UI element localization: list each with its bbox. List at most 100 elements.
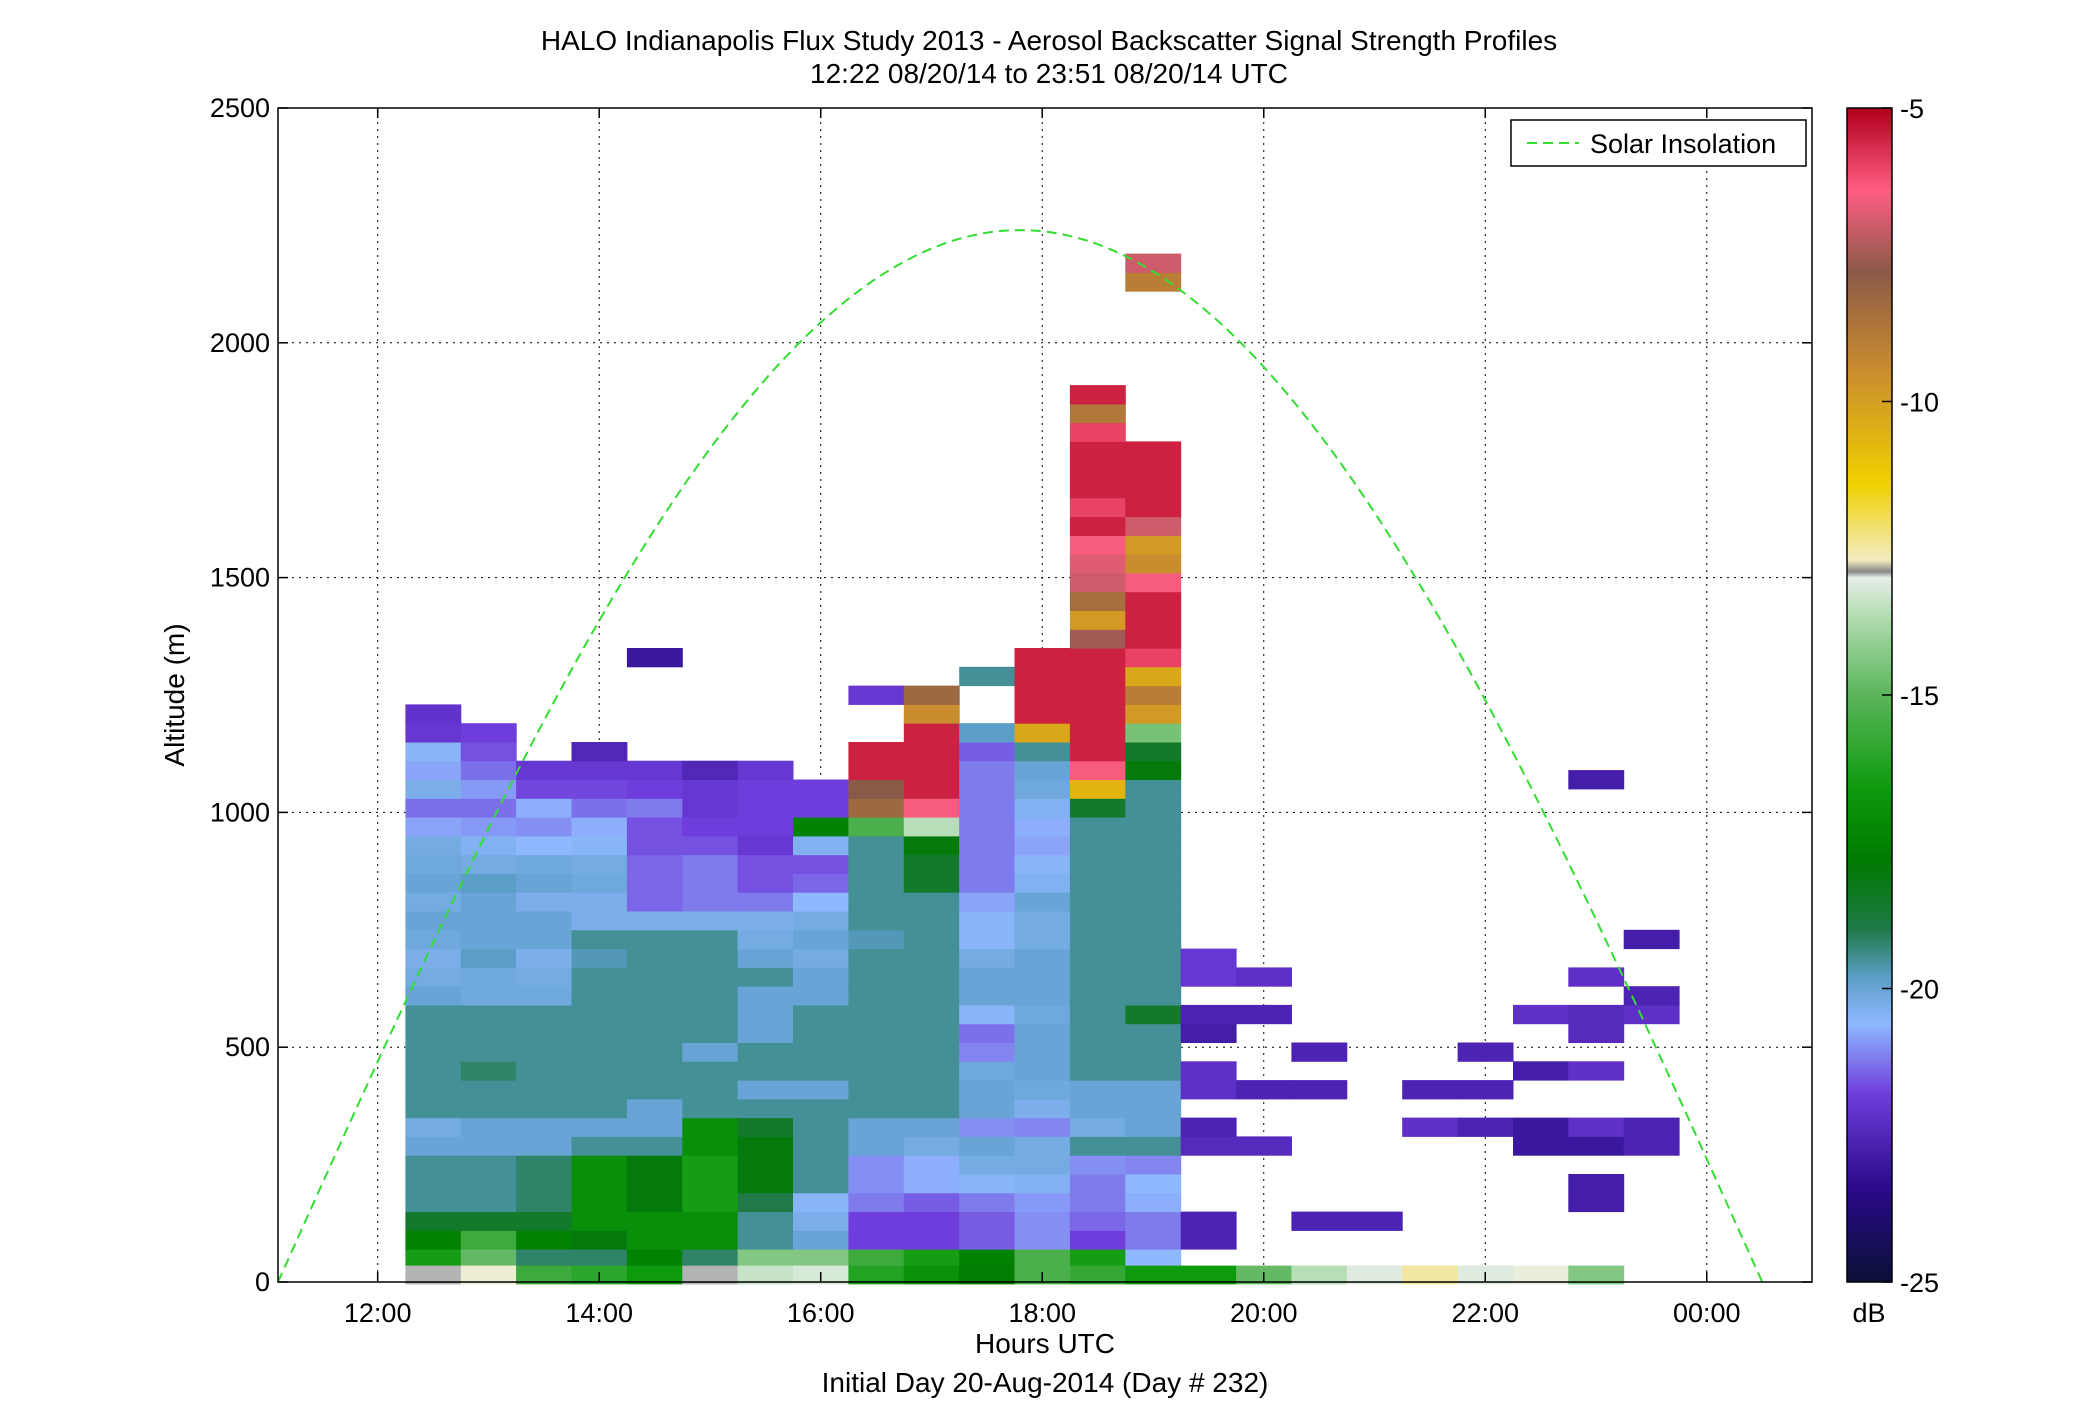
heatmap-cell [1014, 685, 1071, 705]
heatmap-cell [1069, 666, 1126, 687]
heatmap-cell [1014, 760, 1071, 780]
heatmap-cell [1069, 817, 1126, 837]
heatmap-cell [1069, 742, 1126, 762]
y-axis-label: Altitude (m) [159, 623, 190, 766]
heatmap-cell [959, 1174, 1016, 1194]
heatmap-cell [516, 892, 572, 912]
heatmap-cell [1014, 798, 1071, 818]
heatmap-cell [1014, 1080, 1071, 1100]
heatmap-cell [1457, 1042, 1514, 1062]
heatmap-cell [571, 1023, 628, 1043]
heatmap-cell [848, 854, 905, 874]
heatmap-cell [903, 685, 960, 705]
x-tick-label: 14:00 [565, 1298, 633, 1328]
heatmap-cell [793, 986, 849, 1006]
heatmap-cell [737, 1174, 794, 1194]
heatmap-cell [959, 1061, 1016, 1081]
heatmap-cell [737, 1098, 794, 1119]
heatmap-cell [516, 835, 572, 856]
surface-cell [1402, 1265, 1459, 1285]
heatmap-cell [793, 1230, 849, 1250]
heatmap-cell [682, 948, 739, 968]
heatmap-cell [1069, 1155, 1126, 1175]
x-tick-label: 18:00 [1008, 1298, 1076, 1328]
heatmap-cell [1568, 967, 1625, 987]
heatmap-cell [1069, 1004, 1126, 1025]
heatmap-cell [682, 1155, 739, 1175]
heatmap-cell [1513, 1117, 1569, 1137]
heatmap-cell [460, 1211, 517, 1231]
heatmap-cell [793, 948, 849, 968]
heatmap-cell [959, 1192, 1016, 1213]
heatmap-cell [460, 1136, 517, 1156]
heatmap-cell [793, 1117, 849, 1137]
heatmap-cell [1125, 591, 1182, 611]
heatmap-cell [903, 1004, 960, 1025]
heatmap-cell [1180, 1117, 1237, 1137]
legend: Solar Insolation [1510, 119, 1807, 167]
heatmap-cell [903, 1192, 960, 1213]
heatmap-cell [793, 1136, 849, 1156]
heatmap-cell [1014, 1192, 1071, 1213]
heatmap-cell [903, 948, 960, 968]
heatmap-cell [405, 835, 462, 856]
y-tick-label: 1000 [210, 797, 270, 827]
heatmap-cell [682, 911, 739, 931]
heatmap-cell [959, 911, 1016, 931]
colorbar-tick-label: -15 [1900, 681, 1939, 711]
heatmap-cell [626, 1042, 683, 1062]
heatmap-cell [737, 929, 794, 950]
heatmap-cell [516, 817, 572, 837]
heatmap-cell [959, 1211, 1016, 1231]
heatmap-cell [626, 1249, 683, 1269]
heatmap-cell [848, 685, 905, 705]
heatmap-cell [571, 1117, 628, 1137]
heatmap-cell [848, 1042, 905, 1062]
heatmap-cell [959, 873, 1016, 893]
heatmap-cell [460, 854, 517, 874]
surface-cell [682, 1265, 739, 1285]
surface-cell [848, 1265, 905, 1285]
heatmap-cell [516, 1080, 572, 1100]
surface-row [405, 1265, 1625, 1285]
heatmap-cell [1457, 1117, 1514, 1137]
heatmap-cell [1180, 1080, 1237, 1100]
heatmap-cell [903, 779, 960, 799]
heatmap-cell [571, 1098, 628, 1119]
heatmap-cell [1402, 1080, 1459, 1100]
heatmap-cell [737, 1192, 794, 1213]
heatmap-cell [1125, 760, 1182, 780]
heatmap-cell [959, 986, 1016, 1006]
heatmap-cell [793, 798, 849, 818]
heatmap-cell [571, 1192, 628, 1213]
heatmap-cell [1014, 648, 1071, 668]
heatmap-cell [626, 1230, 683, 1250]
heatmap-cell [1069, 986, 1126, 1006]
heatmap-cell [1125, 854, 1182, 874]
chart-subtitle: 12:22 08/20/14 to 23:51 08/20/14 UTC [810, 58, 1288, 89]
heatmap-cell [1180, 1230, 1237, 1250]
heatmap-cell [1069, 873, 1126, 893]
heatmap-cell [1236, 1136, 1292, 1156]
heatmap-cell [1014, 1098, 1071, 1119]
heatmap-cell [903, 835, 960, 856]
heatmap-cell [848, 948, 905, 968]
heatmap-cell [903, 929, 960, 950]
heatmap-cell [1125, 798, 1182, 818]
heatmap-cell [1014, 835, 1071, 856]
heatmap-cell [405, 1174, 462, 1194]
heatmap-cell [405, 704, 462, 724]
heatmap-cell [571, 1080, 628, 1100]
heatmap-cell [793, 1061, 849, 1081]
heatmap-cell [626, 892, 683, 912]
colorbar: -5 -10 -15 -20 -25 dB [1846, 94, 1939, 1328]
heatmap-cell [1069, 1136, 1126, 1156]
heatmap-cell [1125, 911, 1182, 931]
heatmap-cell [1069, 1023, 1126, 1043]
heatmap-cell [1125, 516, 1182, 536]
heatmap-cell [1014, 704, 1071, 724]
heatmap-cell [405, 1211, 462, 1231]
heatmap-cell [1014, 817, 1071, 837]
heatmap-cell [1236, 967, 1292, 987]
heatmap-cell [1180, 1061, 1237, 1081]
